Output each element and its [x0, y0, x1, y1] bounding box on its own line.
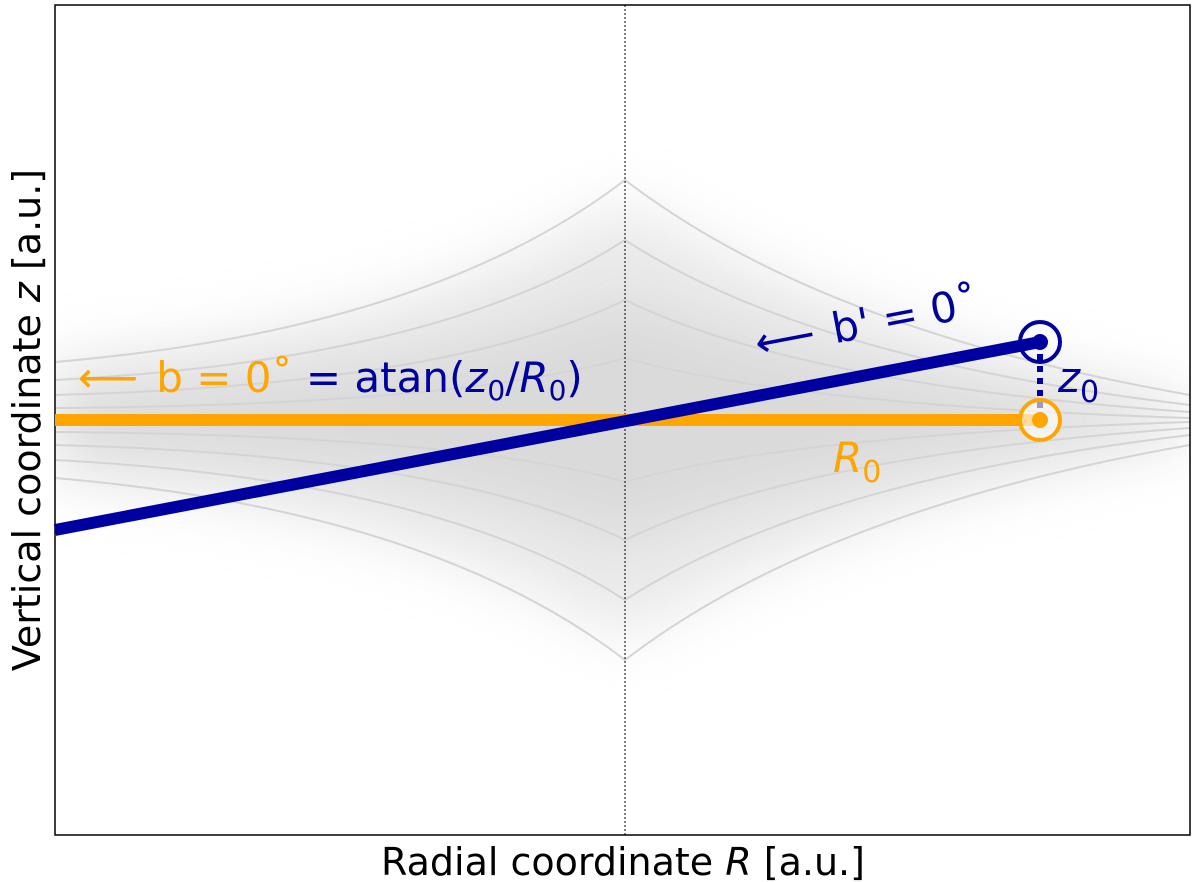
- y-axis-text: Vertical coordinate: [5, 302, 49, 671]
- sun-marker-blue: [1018, 320, 1062, 364]
- b-label: ⟵ b = 0˚ = atan(z0/R0): [78, 353, 583, 407]
- b-z: z: [464, 353, 488, 402]
- b-arrow: ⟵: [78, 353, 138, 402]
- x-axis-unit: [a.u.]: [752, 840, 865, 882]
- z0-sub: 0: [1080, 375, 1099, 410]
- r0-label: R0: [833, 433, 881, 490]
- z0-label: z0: [1057, 353, 1099, 410]
- b-prime-arrow: ⟵: [751, 308, 819, 367]
- blue-sightline: [53, 336, 1042, 536]
- y-axis-label: Vertical coordinate z [a.u.]: [5, 169, 49, 671]
- r0-sub: 0: [862, 455, 881, 490]
- z0-var: z: [1057, 353, 1081, 402]
- x-axis-var: R: [725, 840, 751, 882]
- y-axis-var: z: [5, 281, 49, 303]
- sun-dot-blue: [1032, 334, 1048, 350]
- b-z-sub: 0: [487, 374, 505, 407]
- b-slash: /: [505, 353, 520, 402]
- x-axis-text: Radial coordinate: [381, 840, 725, 882]
- b-close: ): [566, 353, 582, 402]
- b-r-sub: 0: [549, 374, 567, 407]
- sun-dot-orange: [1032, 412, 1048, 428]
- y-axis-unit: [a.u.]: [5, 169, 49, 282]
- r0-var: R: [833, 433, 862, 482]
- x-axis-label: Radial coordinate R [a.u.]: [381, 840, 865, 882]
- b-text: b = 0˚: [156, 353, 292, 402]
- b-r: R: [519, 353, 548, 402]
- b-eq: = atan(: [293, 353, 466, 402]
